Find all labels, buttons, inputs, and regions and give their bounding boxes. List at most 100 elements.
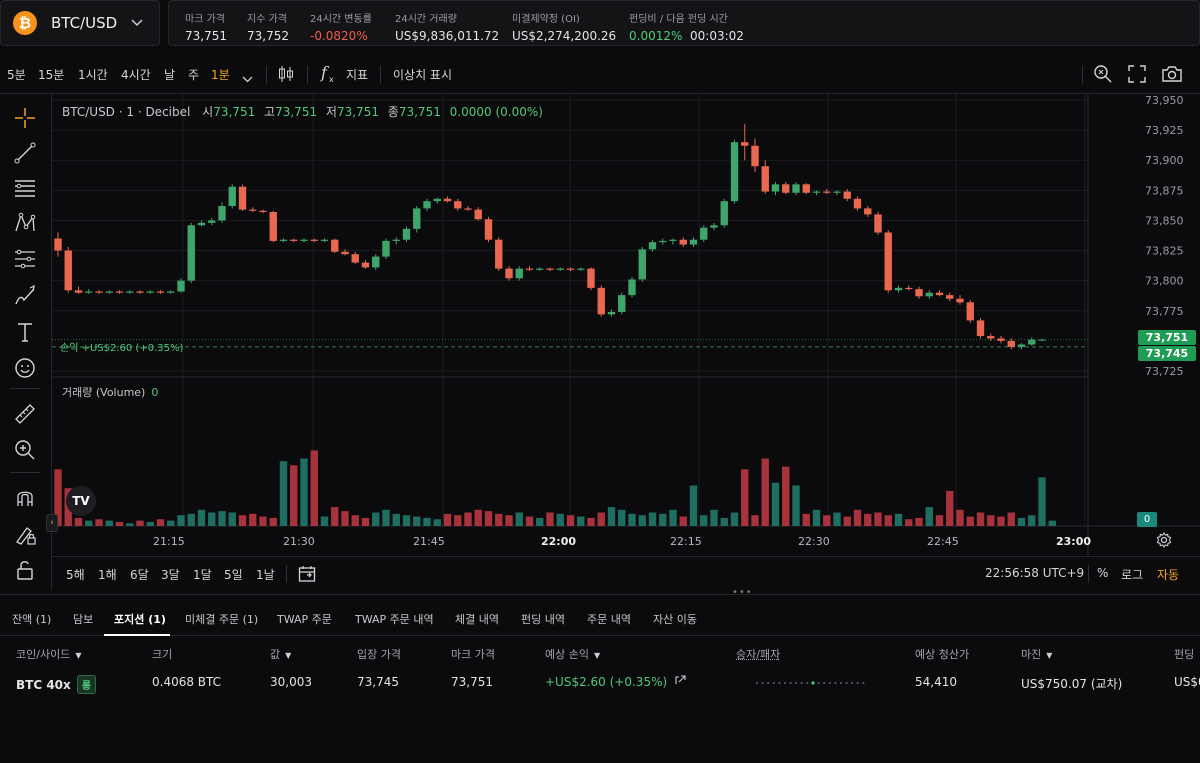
tab-order-history[interactable]: 주문 내역 — [587, 611, 631, 627]
indicators-fx-icon[interactable]: fx — [320, 63, 338, 89]
panel-resize-handle[interactable]: ••• — [732, 587, 753, 598]
win-loss-dot — [778, 682, 780, 684]
col-est-pnl[interactable]: 예상 손익 ▼ — [545, 646, 600, 662]
candle-body — [741, 142, 748, 146]
tab-positions[interactable]: 포지션 (1) — [114, 611, 166, 627]
share-pnl-icon[interactable] — [675, 675, 686, 689]
clock-timezone[interactable]: 22:56:58 UTC+9 — [985, 566, 1084, 580]
interval-day[interactable]: 날 — [164, 66, 175, 83]
volume-bar — [915, 518, 922, 526]
candle-body — [690, 240, 697, 245]
volume-bar — [167, 521, 174, 526]
range-3m[interactable]: 3달 — [161, 566, 180, 583]
candle-body — [762, 166, 769, 191]
candle-body — [526, 269, 533, 270]
position-value: 30,003 — [270, 675, 312, 689]
interval-15m[interactable]: 15분 — [38, 66, 64, 83]
text-tool-icon[interactable] — [13, 320, 37, 344]
tab-trade-history[interactable]: 체결 내역 — [455, 611, 499, 627]
volume-bar — [956, 510, 963, 526]
legend-close-value: 73,751 — [399, 105, 441, 119]
ruler-icon[interactable] — [13, 402, 37, 426]
position-coin[interactable]: BTC 40x 롱 — [16, 675, 96, 694]
magnet-icon[interactable] — [13, 486, 37, 510]
tab-funding-history[interactable]: 펀딩 내역 — [521, 611, 565, 627]
camera-icon[interactable] — [1161, 65, 1183, 87]
volume-bar — [280, 461, 287, 526]
range-1m[interactable]: 1달 — [193, 566, 212, 583]
tab-balance[interactable]: 잔액 (1) — [12, 611, 51, 627]
tab-asset-transfers[interactable]: 자산 이동 — [653, 611, 697, 627]
interval-1h[interactable]: 1시간 — [78, 66, 108, 83]
candlestick-chart-svg[interactable]: 73,950 73,925 73,900 73,875 73,850 73,825 73,8… — [52, 94, 1200, 556]
funding-rate: 0.0012% — [629, 29, 682, 43]
chevron-down-icon — [131, 17, 143, 30]
anomaly-toggle-button[interactable]: 이상치 표시 — [393, 66, 452, 83]
fib-retracement-icon[interactable] — [13, 247, 37, 271]
win-loss-dot — [840, 682, 842, 684]
volume-bar — [177, 515, 184, 526]
crosshair-icon[interactable] — [13, 106, 37, 130]
log-scale-toggle[interactable]: 로그 — [1121, 566, 1143, 583]
win-loss-indicator — [754, 680, 866, 686]
unlock-icon[interactable] — [13, 558, 37, 582]
candle-body — [792, 184, 799, 192]
candle-body — [1008, 341, 1015, 347]
candle-body — [290, 240, 297, 241]
range-5d[interactable]: 5일 — [224, 566, 243, 583]
candle-body — [382, 241, 389, 257]
volume-bar — [895, 514, 902, 526]
col-coin-side[interactable]: 코인/사이드 ▼ — [16, 646, 81, 662]
interval-1m[interactable]: 1분 — [211, 66, 230, 83]
range-6m[interactable]: 6달 — [130, 566, 149, 583]
interval-week[interactable]: 주 — [188, 66, 199, 83]
volume-bar — [936, 515, 943, 526]
col-margin[interactable]: 마진 ▼ — [1021, 646, 1052, 662]
tab-collateral[interactable]: 담보 — [73, 611, 93, 627]
tab-twap-history[interactable]: TWAP 주문 내역 — [355, 611, 434, 627]
volume-bar — [106, 521, 113, 526]
volume-bar — [341, 511, 348, 526]
fullscreen-icon[interactable] — [1128, 65, 1146, 87]
zoom-reset-icon[interactable] — [1093, 64, 1113, 88]
stat-24h-change: 24시간 변동률 -0.0820% — [310, 10, 372, 43]
range-1d[interactable]: 1날 — [256, 566, 275, 583]
candle-body — [188, 225, 195, 280]
indicators-button[interactable]: 지표 — [346, 66, 368, 83]
percent-scale-toggle[interactable]: % — [1097, 566, 1108, 580]
range-5y[interactable]: 5해 — [66, 566, 85, 583]
brush-icon[interactable] — [13, 284, 37, 308]
y-axis-label: 73,925 — [1145, 124, 1184, 137]
pattern-tool-icon[interactable] — [13, 211, 37, 235]
interval-5m[interactable]: 5분 — [7, 66, 26, 83]
zoom-in-icon[interactable] — [13, 438, 37, 462]
candlestick-type-icon[interactable] — [278, 64, 294, 88]
candle-body — [403, 229, 410, 240]
range-1y[interactable]: 1해 — [98, 566, 117, 583]
pair-name: BTC/USD — [51, 14, 117, 32]
tab-twap-orders[interactable]: TWAP 주문 — [277, 611, 332, 627]
interval-dropdown-chevron-icon[interactable] — [242, 68, 253, 87]
go-to-date-calendar-icon[interactable] — [298, 565, 316, 587]
chart-settings-gear-icon[interactable] — [1156, 532, 1172, 552]
drawing-tools-sidebar — [0, 94, 52, 590]
tab-open-orders[interactable]: 미체결 주문 (1) — [185, 611, 258, 627]
candle-body — [505, 269, 512, 279]
collapse-toolbar-chevron-icon[interactable]: ‹ — [46, 514, 58, 532]
horizontal-lines-icon[interactable] — [13, 176, 37, 200]
volume-bar — [434, 519, 441, 526]
price-chart[interactable]: 73,950 73,925 73,900 73,875 73,850 73,825 73,8… — [52, 94, 1200, 590]
col-value[interactable]: 값 ▼ — [270, 646, 291, 662]
trend-line-icon[interactable] — [13, 141, 37, 165]
candle-body — [249, 210, 256, 211]
time-axis-label: 22:45 — [927, 535, 959, 548]
market-selector[interactable]: ₿ BTC/USD — [0, 0, 160, 46]
auto-scale-toggle[interactable]: 자동 — [1157, 566, 1179, 583]
interval-4h[interactable]: 4시간 — [121, 66, 151, 83]
volume-bar — [311, 450, 318, 526]
candle-body — [1018, 344, 1025, 346]
emoji-icon[interactable] — [13, 356, 37, 380]
candle-body — [700, 228, 707, 240]
lock-drawings-icon[interactable] — [13, 522, 37, 546]
chart-toolbar: 5분 15분 1시간 4시간 날 주 1분 fx 지표 이상치 표시 — [0, 54, 1200, 94]
